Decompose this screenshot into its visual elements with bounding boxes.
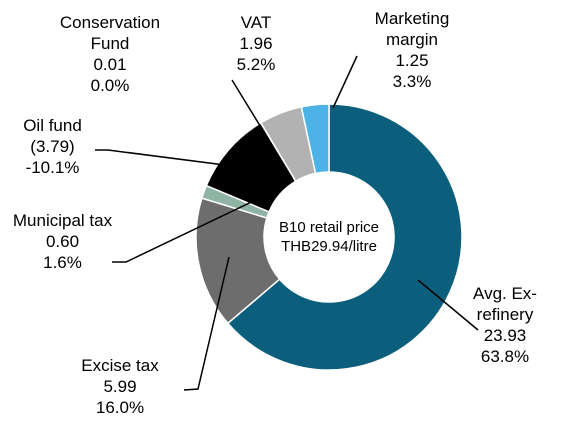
- data-label: VAT 1.96 5.2%: [216, 12, 296, 75]
- value-label: 5.99: [103, 377, 137, 396]
- center-line: B10 retail price: [278, 219, 380, 236]
- donut-slice: [300, 103, 330, 175]
- category-label: Municipal tax: [12, 211, 113, 230]
- value-label: 0.60: [45, 232, 80, 251]
- value-label: 0.01: [93, 55, 127, 74]
- category-label: Conservation Fund: [59, 13, 161, 53]
- data-label: Municipal tax 0.60 1.6%: [10, 210, 115, 273]
- data-label: Oil fund (3.79) -10.1%: [0, 115, 105, 178]
- category-label: Oil fund: [23, 116, 82, 135]
- data-label: Avg. Ex-refinery 23.93 63.8%: [450, 283, 560, 367]
- data-label: Conservation Fund 0.01 0.0%: [50, 12, 170, 96]
- category-label: Excise tax: [81, 356, 159, 375]
- center-label: B10 retail price THB29.94/litre: [249, 218, 409, 256]
- data-label: Excise tax 5.99 16.0%: [60, 355, 180, 418]
- category-label: Marketing margin: [374, 9, 450, 49]
- percent-label: -10.1%: [25, 158, 80, 177]
- percent-label: 3.3%: [392, 72, 432, 91]
- percent-label: 1.6%: [43, 253, 82, 272]
- data-label: Marketing margin 1.25 3.3%: [362, 8, 462, 92]
- value-label: 1.25: [395, 51, 429, 70]
- value-label: 1.96: [239, 34, 273, 53]
- leader-line: [95, 149, 249, 169]
- category-label: Avg. Ex-refinery: [473, 284, 537, 324]
- leader-line: [183, 256, 230, 391]
- donut-slice: [226, 103, 463, 371]
- leader-line: [112, 196, 263, 263]
- value-label: 23.93: [483, 326, 527, 345]
- leader-line: [417, 279, 479, 331]
- leader-line: [231, 79, 293, 179]
- percent-label: 5.2%: [236, 55, 276, 74]
- leader-line: [332, 55, 358, 109]
- category-label: VAT: [240, 13, 272, 32]
- percent-label: 16.0%: [95, 398, 145, 417]
- center-line: THB29.94/litre: [281, 238, 377, 255]
- percent-label: 0.0%: [90, 76, 130, 95]
- percent-label: 63.8%: [480, 347, 530, 366]
- value-label: (3.79): [30, 137, 75, 156]
